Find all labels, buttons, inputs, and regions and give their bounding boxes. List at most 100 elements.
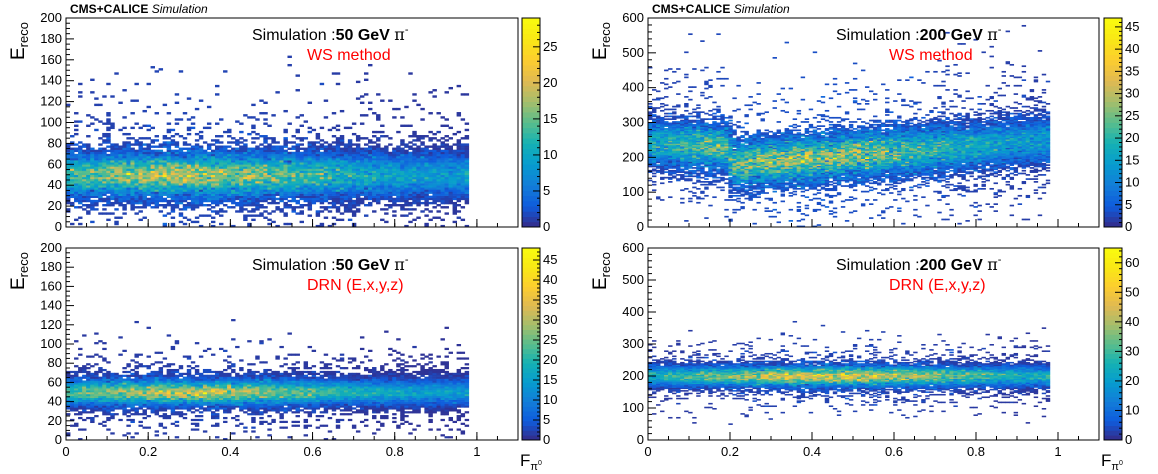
heatmap-bin xyxy=(186,132,192,136)
heatmap-bin xyxy=(255,206,260,209)
heatmap-bin xyxy=(174,166,180,169)
heatmap-bin xyxy=(259,149,264,153)
heatmap-bin xyxy=(287,162,292,165)
heatmap-bin xyxy=(287,195,292,199)
heatmap-bin xyxy=(114,162,119,165)
heatmap-bin xyxy=(712,164,717,166)
heatmap-bin xyxy=(186,187,192,190)
heatmap-bin xyxy=(456,130,462,134)
heatmap-bin xyxy=(122,143,127,146)
heatmap-bin xyxy=(752,208,757,211)
heatmap-bin xyxy=(748,165,753,168)
heatmap-bin xyxy=(848,176,854,179)
heatmap-bin xyxy=(275,208,280,211)
heatmap-bin xyxy=(416,170,421,173)
heatmap-bin xyxy=(219,166,224,169)
heatmap-bin xyxy=(190,116,196,119)
heatmap-bin xyxy=(283,206,288,209)
heatmap-bin xyxy=(921,176,926,179)
heatmap-bin xyxy=(215,174,220,178)
heatmap-bin xyxy=(460,170,466,173)
heatmap-bin xyxy=(166,185,172,188)
heatmap-bin xyxy=(291,166,296,169)
heatmap-bin xyxy=(428,151,433,155)
heatmap-bin xyxy=(154,170,160,173)
heatmap-bin xyxy=(122,212,127,215)
heatmap-bin xyxy=(893,185,898,187)
heatmap-bin xyxy=(440,197,445,201)
heatmap-bin xyxy=(864,169,870,172)
heatmap-bin xyxy=(1041,165,1047,168)
heatmap-bin xyxy=(106,122,111,125)
heatmap-bin xyxy=(110,191,115,194)
heatmap-bin xyxy=(311,189,317,192)
heatmap-bin xyxy=(945,165,950,168)
heatmap-bin xyxy=(90,208,95,211)
heatmap-bin xyxy=(893,181,898,183)
heatmap-bin xyxy=(335,191,341,194)
heatmap-bin xyxy=(198,174,204,178)
heatmap-bin xyxy=(335,183,341,186)
heatmap-bin xyxy=(323,168,329,171)
heatmap-bin xyxy=(323,99,329,102)
heatmap-bin xyxy=(323,172,329,176)
y-tick-label: 200 xyxy=(40,10,62,25)
heatmap-bin xyxy=(456,151,462,155)
heatmap-bin xyxy=(251,147,256,150)
heatmap-bin xyxy=(78,216,83,219)
heatmap-bin xyxy=(820,174,826,176)
heatmap-bin xyxy=(106,185,111,188)
heatmap-bin xyxy=(901,172,906,175)
heatmap-bin xyxy=(776,176,781,179)
heatmap-bin xyxy=(748,174,753,176)
heatmap-bin xyxy=(311,174,317,178)
heatmap-bin xyxy=(295,187,300,190)
heatmap-bin xyxy=(130,160,135,163)
heatmap-bin xyxy=(287,193,292,196)
heatmap-bin xyxy=(138,155,143,159)
heatmap-bin xyxy=(392,181,397,184)
heatmap-bin xyxy=(400,143,405,146)
heatmap-bin xyxy=(768,185,773,187)
heatmap-bin xyxy=(889,186,894,189)
heatmap-bin xyxy=(106,139,111,142)
heatmap-bin xyxy=(339,201,345,205)
heatmap-bin xyxy=(223,158,228,161)
heatmap-bin xyxy=(243,189,248,192)
heatmap-bin xyxy=(848,171,854,173)
heatmap-bin xyxy=(392,147,397,150)
heatmap-bin xyxy=(804,178,810,180)
heatmap-bin xyxy=(440,181,445,184)
heatmap-bin xyxy=(436,147,441,150)
heatmap-bin xyxy=(873,199,878,201)
heatmap-bin xyxy=(243,155,248,159)
heatmap-bin xyxy=(905,168,910,171)
heatmap-bin xyxy=(70,141,75,144)
heatmap-bin xyxy=(460,93,466,96)
heatmap-bin xyxy=(824,168,830,171)
heatmap-bin xyxy=(460,181,466,184)
heatmap-bin xyxy=(98,155,103,159)
heatmap-bin xyxy=(130,183,135,186)
heatmap-bin xyxy=(368,183,373,186)
heatmap-bin xyxy=(178,199,184,203)
heatmap-bin xyxy=(724,167,729,169)
heatmap-bin xyxy=(102,151,107,155)
heatmap-bin xyxy=(102,141,107,144)
heatmap-bin xyxy=(764,167,769,169)
heatmap-bin xyxy=(700,168,705,171)
heatmap-bin xyxy=(78,189,83,192)
heatmap-bin xyxy=(194,201,200,205)
heatmap-bin xyxy=(748,196,753,199)
heatmap-bin xyxy=(416,139,421,142)
heatmap-bin xyxy=(231,181,236,184)
heatmap-bin xyxy=(456,210,462,213)
heatmap-bin xyxy=(194,206,200,209)
heatmap-bin xyxy=(852,189,858,192)
heatmap-bin xyxy=(412,155,417,159)
heatmap-bin xyxy=(190,162,196,165)
heatmap-bin xyxy=(202,155,208,159)
heatmap-bin xyxy=(860,182,866,185)
heatmap-bin xyxy=(720,164,725,166)
heatmap-bin xyxy=(804,174,810,176)
